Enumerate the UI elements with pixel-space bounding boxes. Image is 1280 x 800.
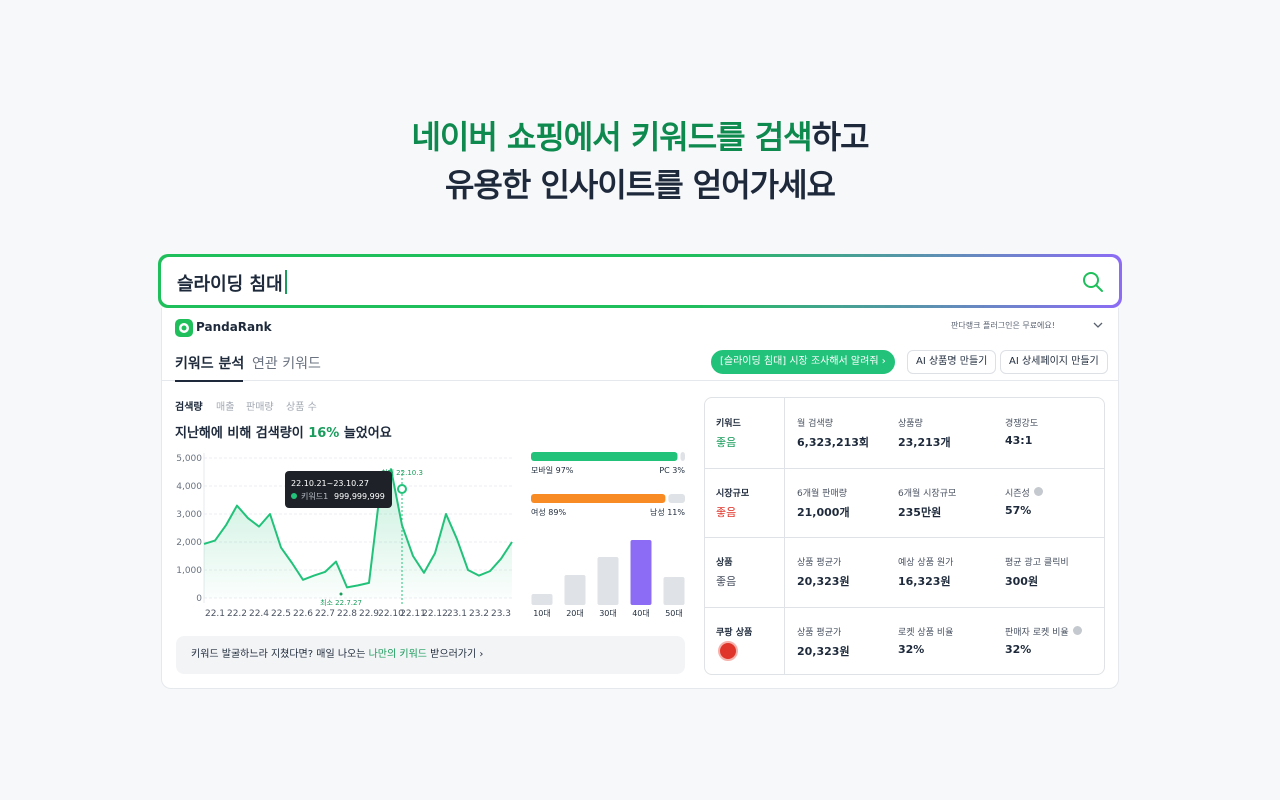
headline: 지난해에 비해 검색량이 16% 늘었어요 (175, 422, 392, 441)
banner-text: 받으러가기 (427, 649, 477, 660)
banner-highlight: 나만의 키워드 (368, 649, 427, 660)
row-status: 좋음 (716, 575, 737, 588)
text-cursor (285, 270, 287, 294)
metric-value: 16,323원 (898, 575, 951, 588)
row-divider (705, 467, 1104, 469)
metric-label: 상품량 (898, 419, 923, 429)
headline-highlight: 16% (308, 426, 340, 441)
row-label: 키워드 (716, 419, 741, 429)
research-button[interactable]: [슬라이딩 침대] 시장 조사해서 알려줘 › (711, 350, 895, 374)
tab[interactable]: 연관 키워드 (252, 356, 321, 372)
row-divider (705, 606, 1104, 608)
metric-label: 로켓 상품 비율 (898, 627, 954, 638)
metric-label: 6개월 판매량 (797, 488, 847, 499)
metric-tab[interactable]: 상품 수 (286, 402, 317, 413)
coupang-logo (718, 640, 738, 661)
button[interactable]: AI 상품명 만들기 (907, 350, 997, 374)
search-inner: 슬라이딩 침대 (161, 257, 1119, 305)
metric-label: 예상 상품 원가 (898, 558, 954, 568)
metric-label: 상품 평균가 (797, 558, 842, 568)
metric-label: 평균 광고 클릭비 (1005, 558, 1069, 568)
metric-value: 235만원 (898, 505, 942, 519)
chevron[interactable] (1093, 320, 1103, 330)
headline-text: 늘었어요 (339, 426, 392, 441)
brand-name: PandaRank (196, 320, 272, 334)
column-divider (784, 398, 785, 674)
info-icon (1073, 625, 1082, 635)
hero-subtitle: 유용한 인사이트를 얻어가세요 (444, 166, 836, 204)
row-label: 상품 (716, 558, 733, 568)
search-query[interactable]: 슬라이딩 침대 (177, 274, 283, 295)
tab-underline (175, 380, 243, 382)
metric-label: 판매자 로켓 비율 (1005, 627, 1069, 638)
row-status: 좋음 (716, 505, 737, 519)
search-icon[interactable] (1081, 270, 1105, 294)
button[interactable]: AI 상세페이지 만들기 (1000, 350, 1108, 374)
metric-value: 57% (1005, 503, 1032, 517)
metric-tab-active[interactable]: 검색량 (175, 402, 203, 413)
banner[interactable]: 키워드 발굴하느라 지쳤다면? 매일 나오는 나만의 키워드 받으러가기 › (176, 636, 685, 674)
info-icon (1034, 486, 1043, 496)
metric-value: 20,323원 (797, 575, 850, 588)
metric-value: 300원 (1005, 575, 1039, 588)
metric-value: 23,213개 (898, 436, 951, 449)
metric-value: 6,323,213회 (797, 436, 870, 449)
hero-title-green: 네이버 쇼핑에서 키워드를 검색 (411, 118, 812, 156)
metric-value: 20,323원 (797, 644, 850, 658)
metric-label: 월 검색량 (797, 419, 833, 429)
metric-value: 32% (898, 642, 925, 656)
tab-divider (161, 380, 1119, 381)
headline-text: 지난해에 비해 검색량이 (175, 426, 309, 441)
metric-tab[interactable]: 매출 (216, 402, 235, 413)
row-label: 쿠팡 상품 (716, 627, 753, 638)
row-status: 좋음 (716, 436, 737, 449)
hero-title: 네이버 쇼핑에서 키워드를 검색하고 (0, 112, 1280, 158)
metric-label: 시즌성 (1005, 488, 1030, 499)
metric-value: 21,000개 (797, 505, 850, 519)
metric-value: 43:1 (1005, 434, 1033, 447)
button-label: [슬라이딩 침대] 시장 조사해서 알려줘 (720, 356, 879, 367)
metric-label: 6개월 시장규모 (898, 488, 957, 499)
metric-label: 상품 평균가 (797, 627, 842, 638)
plugin-note[interactable]: 판다랭크 플러그인은 무료에요! (951, 321, 1055, 330)
hero-title-dark: 하고 (811, 118, 870, 156)
metric-label: 경쟁강도 (1005, 419, 1039, 429)
row-divider (705, 537, 1104, 538)
search-box[interactable]: 슬라이딩 침대 (158, 254, 1122, 308)
tab-active[interactable]: 키워드 분석 (175, 356, 245, 372)
metric-value: 32% (1005, 642, 1032, 656)
row-label: 시장규모 (716, 488, 750, 499)
metric-tab[interactable]: 판매량 (246, 402, 274, 413)
banner-text: 키워드 발굴하느라 지쳤다면? 매일 나오는 (191, 649, 369, 660)
brand-logo (175, 319, 193, 337)
